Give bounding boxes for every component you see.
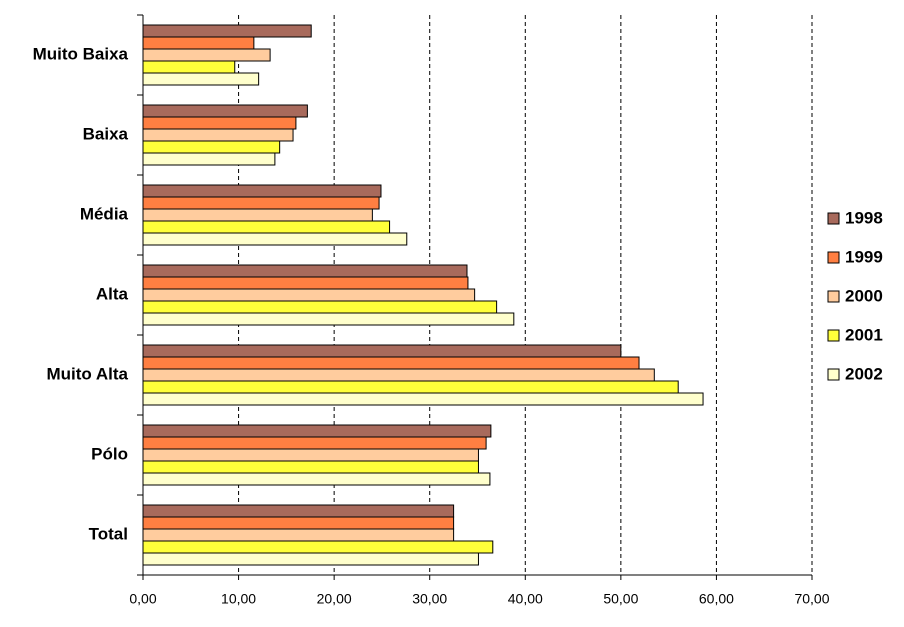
bar xyxy=(142,24,312,38)
bar xyxy=(142,128,294,142)
x-tick-label: 70,00 xyxy=(794,591,829,607)
bar xyxy=(142,220,391,234)
category-label: Total xyxy=(89,524,128,543)
legend-swatch xyxy=(827,251,840,264)
legend-label: 2000 xyxy=(845,286,883,305)
bar xyxy=(142,196,380,210)
x-tick-label: 0,00 xyxy=(129,591,156,607)
bar xyxy=(142,152,276,166)
legend-label: 1999 xyxy=(845,247,883,266)
bar xyxy=(142,356,640,370)
legend-swatch xyxy=(827,212,840,225)
category-label: Alta xyxy=(96,284,129,303)
category-label: Média xyxy=(80,204,129,223)
bar xyxy=(142,36,255,50)
bar xyxy=(142,60,236,74)
bar xyxy=(142,276,469,290)
bar xyxy=(142,380,679,394)
bar xyxy=(142,368,655,382)
bar xyxy=(142,460,479,474)
bar xyxy=(142,528,455,542)
legend-label: 1998 xyxy=(845,208,883,227)
x-tick-label: 10,00 xyxy=(221,591,256,607)
category-label: Muito Alta xyxy=(46,364,128,383)
bar xyxy=(142,552,479,566)
bar xyxy=(142,184,382,198)
bar xyxy=(142,472,491,486)
bar xyxy=(142,344,622,358)
category-label: Baixa xyxy=(83,124,129,143)
legend-swatch xyxy=(827,290,840,303)
category-label: Pólo xyxy=(91,444,128,463)
bar xyxy=(142,392,704,406)
category-label: Muito Baixa xyxy=(33,44,129,63)
legend-label: 2002 xyxy=(845,364,883,383)
legend-swatch xyxy=(827,368,840,381)
bar xyxy=(142,104,308,118)
bar xyxy=(142,312,515,326)
bar xyxy=(142,140,281,154)
legend-label: 2001 xyxy=(845,325,883,344)
bar xyxy=(142,300,498,314)
x-tick-label: 60,00 xyxy=(699,591,734,607)
bar xyxy=(142,208,373,222)
bar xyxy=(142,448,479,462)
x-tick-label: 40,00 xyxy=(508,591,543,607)
bar xyxy=(142,424,492,438)
bar xyxy=(142,72,260,86)
bar xyxy=(142,436,487,450)
bar xyxy=(142,504,455,518)
bar xyxy=(142,48,271,62)
bar xyxy=(142,232,408,246)
x-tick-label: 50,00 xyxy=(603,591,638,607)
x-tick-label: 20,00 xyxy=(317,591,352,607)
x-tick-label: 30,00 xyxy=(412,591,447,607)
legend-swatch xyxy=(827,329,840,342)
bar xyxy=(142,516,455,530)
bar xyxy=(142,116,297,130)
bar xyxy=(142,288,476,302)
bar xyxy=(142,264,468,278)
bar xyxy=(142,540,494,554)
